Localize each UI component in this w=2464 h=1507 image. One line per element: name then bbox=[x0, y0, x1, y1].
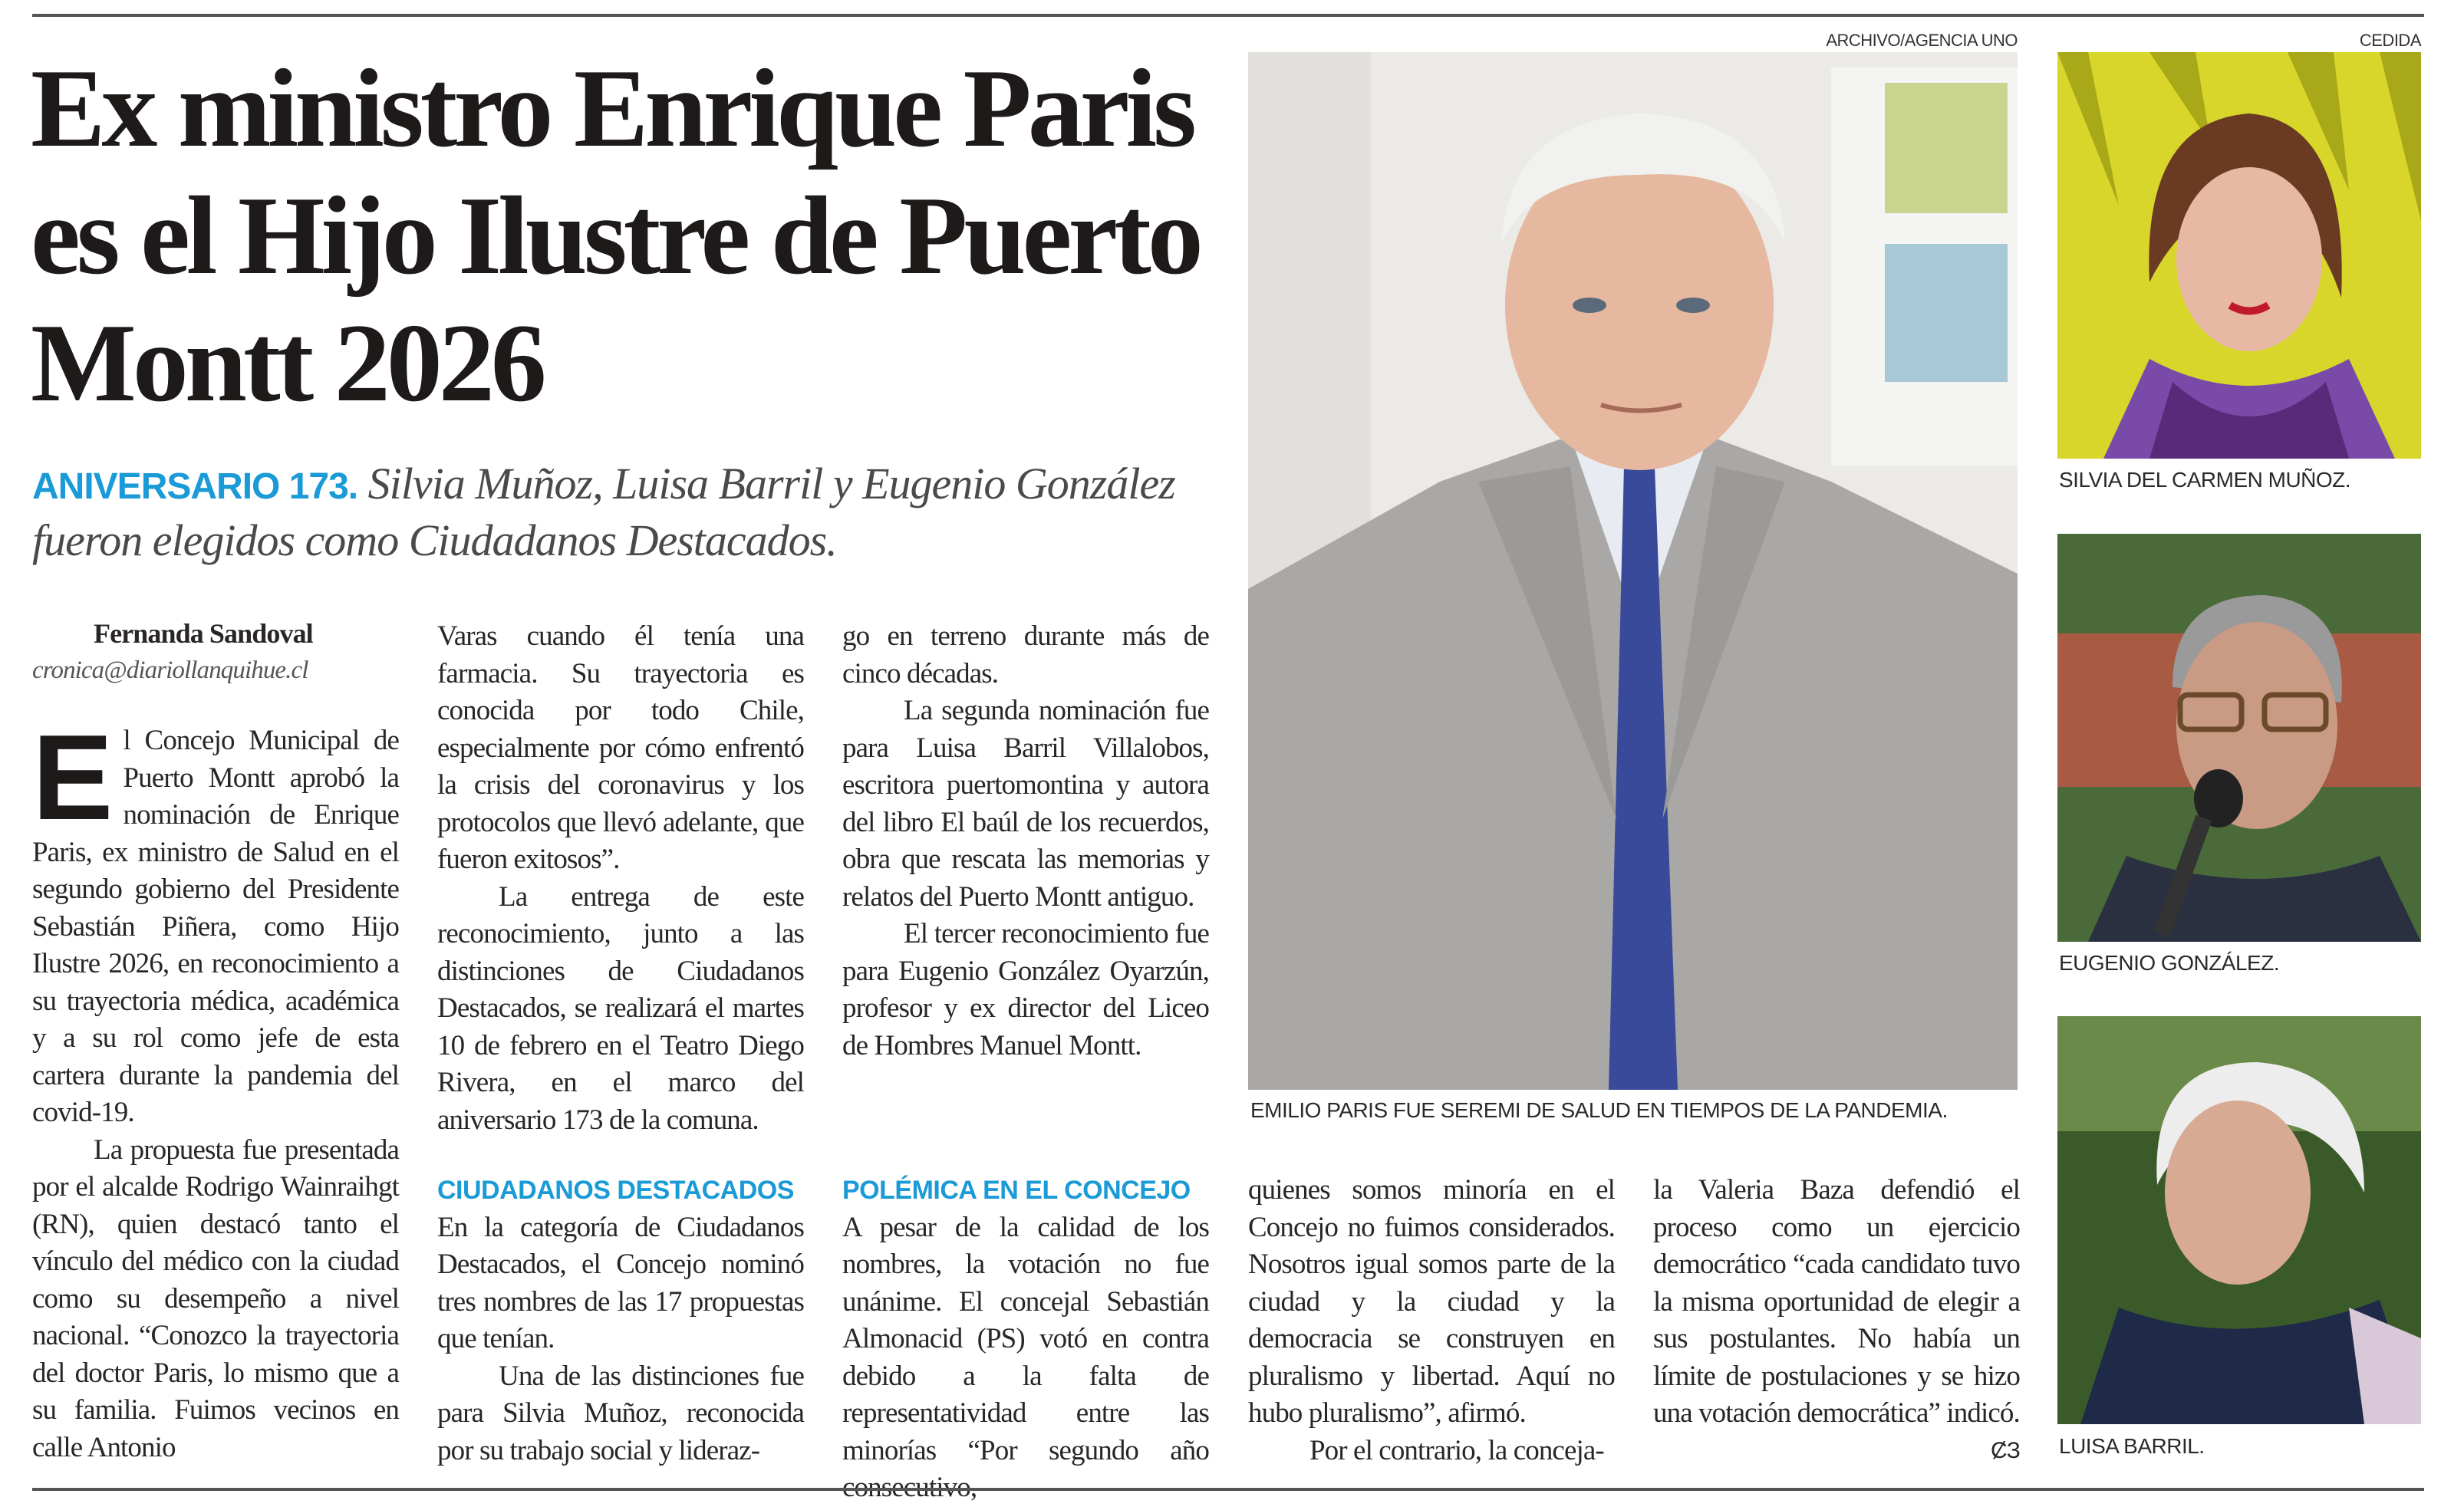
photo-eugenio-gonzalez bbox=[2057, 534, 2421, 942]
column-5: la Valeria Baza defendió el proceso como… bbox=[1653, 1172, 2021, 1469]
photo-silvia-munoz bbox=[2057, 52, 2421, 459]
column-1: Fernanda Sandoval cronica@diariollanquih… bbox=[32, 615, 400, 1466]
subheadline: ANIVERSARIO 173. Silvia Muñoz, Luisa Bar… bbox=[32, 457, 1229, 568]
main-photo-credit: ARCHIVO/AGENCIA UNO bbox=[1826, 31, 2018, 50]
headline: Ex ministro Enrique Paris es el Hijo Ilu… bbox=[31, 46, 1204, 425]
end-mark-icon: ȻЗ bbox=[1991, 1437, 2021, 1463]
paragraph: la Valeria Baza defendió el proceso como… bbox=[1653, 1172, 2021, 1463]
subhead-text: Silvia Muñoz, Luisa Barril y Eugenio Gon… bbox=[32, 459, 1176, 565]
paragraph: La segunda nominación fue para Luisa Bar… bbox=[842, 695, 1210, 913]
portrait-silvia bbox=[2057, 52, 2421, 459]
caption-eugenio: EUGENIO GONZÁLEZ. bbox=[2059, 951, 2280, 975]
portrait-eugenio bbox=[2057, 534, 2421, 942]
byline-email[interactable]: cronica@diariollanquihue.cl bbox=[32, 656, 308, 684]
paragraph: El tercer reconocimiento fue para Eugeni… bbox=[842, 918, 1210, 1061]
paragraph: La entrega de este reconocimiento, junto… bbox=[437, 880, 805, 1136]
drop-cap: E bbox=[32, 710, 113, 845]
section-heading-polemica: POLÉMICA EN EL CONCEJO bbox=[842, 1176, 1191, 1205]
closing-text: la Valeria Baza defendió el proceso como… bbox=[1653, 1174, 2021, 1429]
paragraph: A pesar de la calidad de los nombres, la… bbox=[842, 1211, 1210, 1504]
photo-luisa-barril bbox=[2057, 1016, 2421, 1424]
paragraph: quienes somos minoría en el Concejo no f… bbox=[1248, 1174, 1616, 1429]
column-3-top: go en terreno durante más de cinco décad… bbox=[842, 618, 1210, 1064]
paragraph: En la categoría de Ciudadanos Destacados… bbox=[437, 1211, 805, 1355]
section-heading-ciudadanos: CIUDADANOS DESTACADOS bbox=[437, 1176, 794, 1205]
lead-text: l Concejo Municipal de Puerto Montt apro… bbox=[32, 725, 400, 1128]
paragraph: go en terreno durante más de cinco décad… bbox=[842, 620, 1210, 689]
paragraph: Por el contrario, la conceja- bbox=[1309, 1434, 1605, 1466]
paragraph: Varas cuando él tenía una farmacia. Su t… bbox=[437, 620, 805, 875]
caption-silvia: SILVIA DEL CARMEN MUÑOZ. bbox=[2059, 468, 2351, 492]
paragraph: Una de las distinciones fue para Silvia … bbox=[437, 1360, 805, 1466]
byline-author: Fernanda Sandoval bbox=[94, 618, 314, 649]
column-4: quienes somos minoría en el Concejo no f… bbox=[1248, 1172, 1616, 1469]
caption-luisa: LUISA BARRIL. bbox=[2059, 1434, 2205, 1458]
main-photo bbox=[1248, 52, 2018, 1090]
bottom-rule bbox=[32, 1488, 2424, 1491]
paragraph: La propuesta fue presentada por el alcal… bbox=[32, 1134, 400, 1463]
main-photo-caption: EMILIO PARIS FUE SEREMI DE SALUD EN TIEM… bbox=[1250, 1098, 1948, 1122]
portrait-enrique-paris bbox=[1248, 52, 2018, 1090]
portrait-luisa bbox=[2057, 1016, 2421, 1424]
column-3-bottom: POLÉMICA EN EL CONCEJO A pesar de la cal… bbox=[842, 1172, 1210, 1507]
column-2-bottom: CIUDADANOS DESTACADOS En la categoría de… bbox=[437, 1172, 805, 1469]
subhead-kicker: ANIVERSARIO 173. bbox=[32, 466, 358, 507]
top-rule bbox=[32, 14, 2424, 17]
column-2-top: Varas cuando él tenía una farmacia. Su t… bbox=[437, 618, 805, 1139]
side-photos-credit: CEDIDA bbox=[2359, 31, 2422, 50]
